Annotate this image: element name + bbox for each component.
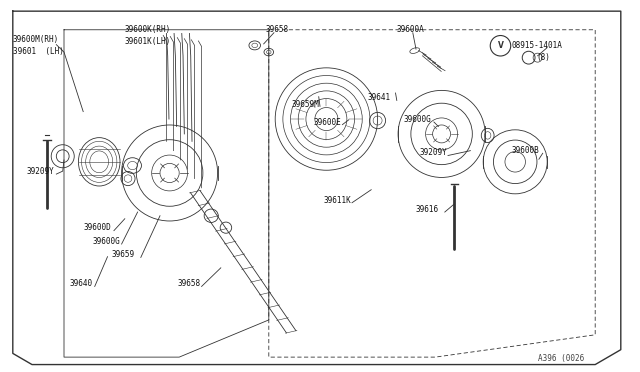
Text: 39209Y: 39209Y bbox=[419, 148, 447, 157]
Text: 39600G: 39600G bbox=[403, 115, 431, 124]
Text: 39600M(RH): 39600M(RH) bbox=[13, 35, 59, 44]
Text: 39659M: 39659M bbox=[291, 100, 319, 109]
Text: 39641: 39641 bbox=[368, 93, 391, 102]
Text: 39658: 39658 bbox=[178, 279, 201, 288]
Text: 39600G: 39600G bbox=[93, 237, 120, 246]
Text: 08915-1401A: 08915-1401A bbox=[512, 41, 563, 50]
Text: 39658: 39658 bbox=[266, 25, 289, 34]
Text: A396 (0026: A396 (0026 bbox=[538, 354, 584, 363]
Text: 39600K(RH): 39600K(RH) bbox=[125, 25, 171, 34]
Text: 39611K: 39611K bbox=[323, 196, 351, 205]
Text: 39616: 39616 bbox=[416, 205, 439, 214]
Text: 39600B: 39600B bbox=[512, 146, 540, 155]
Text: 39600D: 39600D bbox=[83, 223, 111, 232]
Text: 39601  (LH): 39601 (LH) bbox=[13, 47, 63, 56]
Text: 39600A: 39600A bbox=[397, 25, 424, 34]
Text: 39601K(LH): 39601K(LH) bbox=[125, 37, 171, 46]
Text: 39640: 39640 bbox=[69, 279, 92, 288]
Text: 39659: 39659 bbox=[112, 250, 135, 259]
Text: (8): (8) bbox=[536, 53, 550, 62]
Text: 39600E: 39600E bbox=[314, 118, 341, 126]
Text: 39209Y: 39209Y bbox=[27, 167, 54, 176]
Text: V: V bbox=[497, 41, 504, 50]
